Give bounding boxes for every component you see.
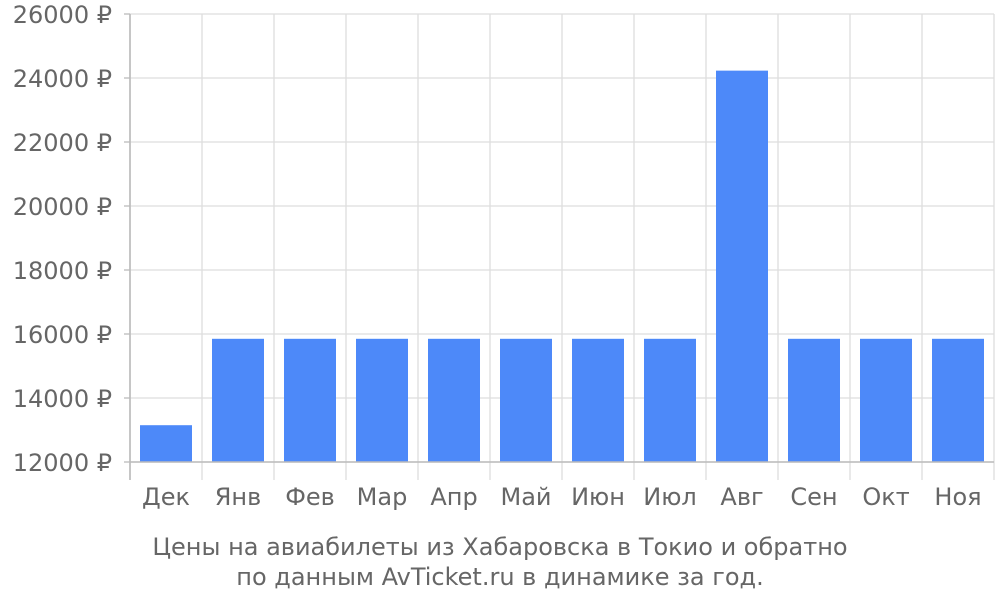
bar-Дек [140,425,192,462]
y-tick-label: 14000 ₽ [13,385,112,413]
x-tick-labels: Дек Янв Фев Мар Апр Май Июн Июл Авг Сен Окт Ноя [142,483,982,511]
bar-Июл [644,338,696,462]
y-tick-label: 18000 ₽ [13,257,112,285]
bar-Май [500,338,552,462]
x-tick-label: Фев [285,483,335,511]
bar-Янв [212,338,264,462]
bars [140,70,984,462]
y-tick-label: 26000 ₽ [13,1,112,29]
y-tick-label: 22000 ₽ [13,129,112,157]
y-tick-label: 12000 ₽ [13,449,112,477]
bar-Авг [716,70,768,462]
chart-caption-line-2: по данным AvTicket.ru в динамике за год. [236,563,764,591]
x-tick-label: Июл [643,483,697,511]
x-tick-label: Ноя [934,483,981,511]
x-tick-label: Дек [142,483,190,511]
x-tick-label: Окт [862,483,909,511]
grid-lines [129,13,995,463]
x-tick-label: Июн [571,483,625,511]
x-tick-label: Апр [430,483,477,511]
chart-caption-line-1: Цены на авиабилеты из Хабаровска в Токио… [152,533,848,561]
x-tick-label: Авг [720,483,763,511]
bar-Фев [284,338,336,462]
y-tick-label: 24000 ₽ [13,65,112,93]
y-tick-label: 16000 ₽ [13,321,112,349]
x-tick-label: Мар [357,483,408,511]
y-tick-labels: 12000 ₽ 14000 ₽ 16000 ₽ 18000 ₽ 20000 ₽ 22000… [13,1,112,477]
bar-Окт [860,338,912,462]
bar-Апр [428,338,480,462]
bar-Июн [572,338,624,462]
y-tick-label: 20000 ₽ [13,193,112,221]
x-tick-label: Янв [215,483,262,511]
bar-Мар [356,338,408,462]
axes [124,13,995,480]
x-tick-label: Май [500,483,551,511]
bar-chart: 12000 ₽ 14000 ₽ 16000 ₽ 18000 ₽ 20000 ₽ 22000… [13,1,995,511]
bar-Сен [788,338,840,462]
bar-Ноя [932,338,984,462]
x-tick-label: Сен [790,483,837,511]
